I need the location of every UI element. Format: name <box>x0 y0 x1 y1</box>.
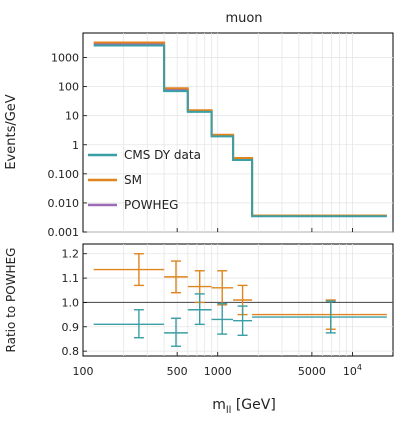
x-tick-label: 500 <box>167 365 188 378</box>
x-tick-label-exponent: 4 <box>357 363 362 372</box>
upper-grid <box>83 33 393 233</box>
upper-panel: 1000 100 10 1 0.100 0.010 0.001 CMS DY data SM P… <box>4 32 394 239</box>
upper-y-tick-label: 1000 <box>51 52 79 65</box>
x-axis-label-unit: [GeV] <box>231 397 275 413</box>
upper-y-tick-label: 100 <box>58 81 79 94</box>
lower-y-tick-label: 1.2 <box>62 248 80 261</box>
upper-y-tick-label: 0.001 <box>48 226 80 239</box>
x-tick-label: 5000 <box>298 365 326 378</box>
x-axis-label: mll [GeV] <box>212 397 276 416</box>
lower-panel: 0.8 0.9 1.0 1.1 1.2 Ratio to POWHEG <box>4 243 394 358</box>
upper-y-tick-label: 0.100 <box>48 168 80 181</box>
lower-y-tick-label: 0.9 <box>62 321 80 334</box>
upper-y-axis-label: Events/GeV <box>4 94 19 169</box>
legend-label: SM <box>124 173 142 187</box>
chart-title: muon <box>225 11 262 26</box>
legend: CMS DY data SM POWHEG <box>88 148 201 212</box>
lower-y-tick-label: 0.8 <box>62 345 80 358</box>
upper-plot-frame <box>82 32 394 233</box>
lower-y-tick-label: 1.1 <box>62 272 80 285</box>
lower-y-tick-label: 1.0 <box>62 296 80 309</box>
x-axis-label-main: m <box>212 397 226 413</box>
lower-series <box>93 253 387 347</box>
upper-y-tick-label: 10 <box>65 110 79 123</box>
upper-y-tick-label: 1 <box>72 139 79 152</box>
lower-y-axis-label: Ratio to POWHEG <box>4 248 18 353</box>
legend-label: CMS DY data <box>124 148 201 162</box>
upper-y-tick-label: 0.010 <box>48 197 80 210</box>
x-tick-label: 100 <box>73 365 94 378</box>
x-axis-label-sub: ll <box>226 405 232 416</box>
x-tick-label: 1000 <box>204 365 232 378</box>
upper-y-ticks: 1000 100 10 1 0.100 0.010 0.001 <box>48 52 87 239</box>
lower-y-ticks: 0.8 0.9 1.0 1.1 1.2 <box>62 248 87 358</box>
upper-series <box>93 41 387 218</box>
series-line-cms-dy-data <box>93 44 387 218</box>
legend-label: POWHEG <box>124 198 178 212</box>
x-axis-ticks: 100 500 1000 5000 104 <box>73 228 362 378</box>
x-tick-label: 104 <box>343 363 362 378</box>
